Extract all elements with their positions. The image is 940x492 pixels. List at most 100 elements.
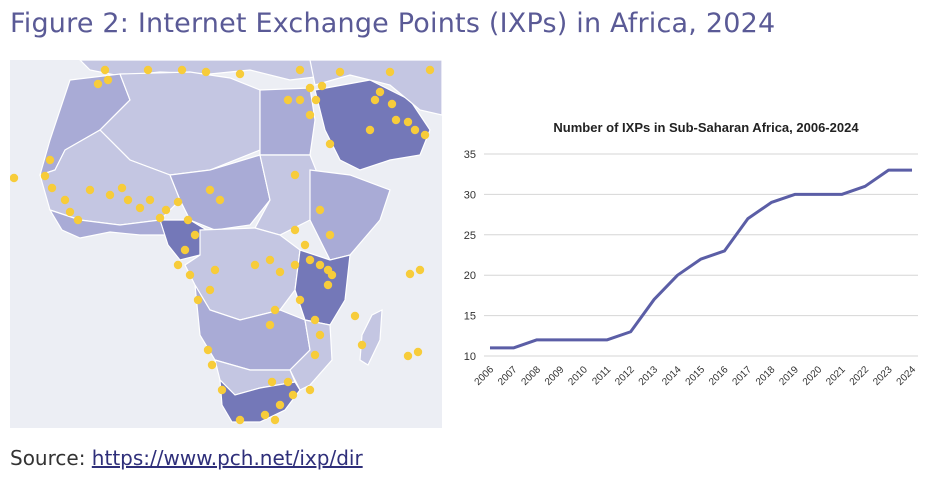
ixp-marker — [40, 171, 50, 181]
ixp-marker — [325, 139, 335, 149]
chart-grid — [484, 153, 918, 357]
ixp-marker — [207, 360, 217, 370]
map-region-madagascar — [359, 308, 383, 366]
x-tick-label: 2020 — [801, 364, 825, 388]
ixp-marker — [143, 65, 153, 75]
ixp-marker — [135, 203, 145, 213]
y-tick-label: 10 — [464, 351, 476, 363]
ixp-markers — [10, 65, 435, 425]
ixp-marker — [180, 245, 190, 255]
ixp-marker — [295, 65, 305, 75]
ixp-marker — [145, 195, 155, 205]
x-tick-label: 2013 — [637, 364, 661, 388]
x-tick-label: 2014 — [660, 364, 684, 388]
figure-title: Figure 2: Internet Exchange Points (IXPs… — [10, 8, 776, 39]
ixp-marker — [267, 377, 277, 387]
ixp-marker — [177, 65, 187, 75]
ixp-marker — [420, 130, 430, 140]
x-tick-label: 2009 — [543, 364, 567, 388]
africa-ixp-map — [10, 60, 442, 428]
ixp-marker — [310, 350, 320, 360]
map-region-horn — [309, 169, 391, 261]
ixp-marker — [161, 205, 171, 215]
ixp-marker — [235, 69, 245, 79]
ixp-marker — [290, 225, 300, 235]
ixp-marker — [190, 230, 200, 240]
ixp-marker — [73, 215, 83, 225]
ixp-marker — [305, 83, 315, 93]
ixp-marker — [203, 345, 213, 355]
ixp-marker — [193, 295, 203, 305]
ixp-marker — [315, 260, 325, 270]
y-tick-label: 20 — [464, 270, 476, 282]
ixp-marker — [205, 185, 215, 195]
ixp-marker — [413, 347, 423, 357]
y-tick-label: 25 — [464, 230, 476, 242]
x-tick-label: 2022 — [848, 364, 872, 388]
ixp-marker — [205, 285, 215, 295]
map-canvas — [10, 60, 442, 425]
ixp-marker — [275, 267, 285, 277]
ixp-marker — [290, 260, 300, 270]
ixp-marker — [403, 117, 413, 127]
ixp-marker — [323, 280, 333, 290]
ixp-marker — [325, 230, 335, 240]
ixp-marker — [283, 95, 293, 105]
map-region-south-africa — [219, 378, 301, 423]
ixp-marker — [385, 67, 395, 77]
source-line: Source: https://www.pch.net/ixp/dir — [10, 446, 363, 470]
x-tick-label: 2010 — [566, 364, 590, 388]
ixp-marker — [173, 260, 183, 270]
ixp-marker — [100, 65, 110, 75]
map-region-east — [294, 249, 351, 326]
ixp-marker — [357, 340, 367, 350]
x-tick-label: 2012 — [613, 364, 637, 388]
ixp-marker — [117, 183, 127, 193]
ixp-marker — [405, 269, 415, 279]
ixp-marker — [270, 415, 280, 425]
chart-canvas: Number of IXPs in Sub-Saharan Africa, 20… — [464, 120, 919, 388]
x-tick-label: 2021 — [824, 364, 848, 388]
ixp-marker — [250, 260, 260, 270]
ixp-marker — [415, 265, 425, 275]
ixp-marker — [235, 415, 245, 425]
map-region-sahel-central — [169, 154, 271, 231]
ixp-marker — [315, 205, 325, 215]
x-tick-label: 2016 — [707, 364, 731, 388]
ixp-marker — [370, 95, 380, 105]
x-tick-label: 2006 — [473, 364, 497, 388]
ixp-marker — [425, 65, 435, 75]
ixp-marker — [60, 195, 70, 205]
ixp-marker — [85, 185, 95, 195]
x-axis-ticks: 2006 2007 2008 2009 2010 2011 2012 2013 2014 2015… — [473, 364, 919, 388]
x-tick-label: 2011 — [590, 364, 613, 387]
chart-title: Number of IXPs in Sub-Saharan Africa, 20… — [553, 120, 859, 135]
x-tick-label: 2008 — [519, 364, 543, 388]
ixp-marker — [45, 155, 55, 165]
ixp-marker — [210, 265, 220, 275]
source-link[interactable]: https://www.pch.net/ixp/dir — [91, 446, 363, 470]
ixp-marker — [315, 330, 325, 340]
ixp-marker — [387, 99, 397, 109]
ixp-marker — [317, 81, 327, 91]
ixp-marker — [365, 125, 375, 135]
x-tick-label: 2018 — [754, 364, 778, 388]
ixp-marker — [295, 295, 305, 305]
ixp-marker — [93, 79, 103, 89]
ixp-marker — [305, 255, 315, 265]
ixp-marker — [270, 305, 280, 315]
ixp-marker — [350, 311, 360, 321]
ixp-marker — [260, 410, 270, 420]
y-tick-label: 15 — [464, 311, 476, 323]
ixp-marker — [183, 215, 193, 225]
ixp-marker — [335, 67, 345, 77]
ixp-marker — [103, 75, 113, 85]
ixp-marker — [173, 197, 183, 207]
ixp-marker — [391, 115, 401, 125]
ixp-marker — [295, 95, 305, 105]
ixp-marker — [123, 195, 133, 205]
ixp-marker — [185, 270, 195, 280]
ixp-marker — [305, 385, 315, 395]
x-tick-label: 2017 — [730, 364, 754, 388]
ixp-marker — [155, 213, 165, 223]
